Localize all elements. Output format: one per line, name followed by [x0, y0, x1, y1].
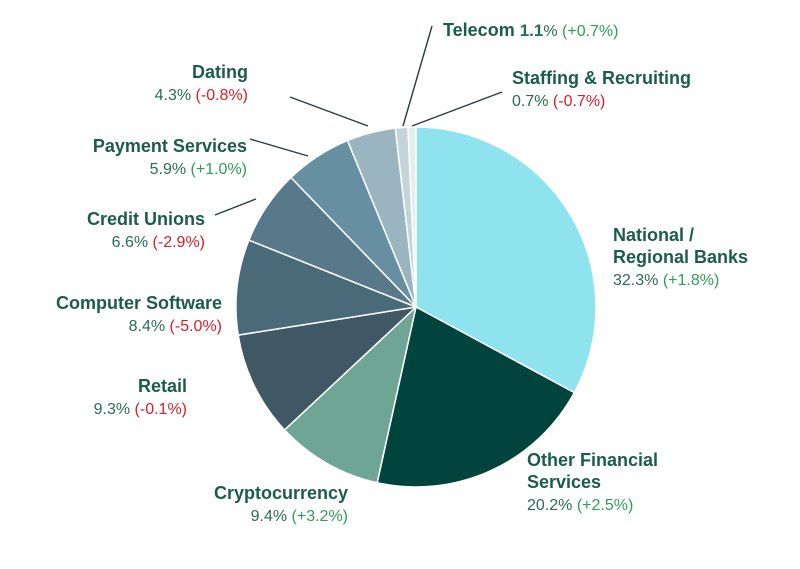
slice-change: (+0.7%)	[562, 23, 618, 40]
slice-change: (+2.5%)	[577, 497, 633, 514]
pie-slice-other-financial-services	[376, 305, 576, 488]
slice-label-payment-services: Payment Services 5.9% (+1.0%)	[93, 136, 247, 178]
slice-name: Cryptocurrency	[214, 483, 348, 503]
slice-name: National /	[613, 225, 694, 245]
slice-label-staffing-recruiting: Staffing & Recruiting 0.7% (-0.7%)	[512, 68, 691, 110]
slice-change: (+1.0%)	[191, 161, 247, 178]
slice-label-telecom: Telecom 1.1% (+0.7%)	[443, 20, 618, 40]
slice-value-line: 9.4% (+3.2%)	[251, 508, 348, 525]
slice-value: 9.4%	[251, 508, 292, 525]
slice-change: (+3.2%)	[292, 508, 348, 525]
slice-value: 1.1	[520, 21, 544, 40]
slice-value: 32.3%	[613, 272, 663, 289]
slice-name: Staffing & Recruiting	[512, 68, 691, 88]
slice-name: Retail	[138, 376, 187, 396]
pie-slices	[235, 126, 597, 488]
slice-value: 20.2%	[527, 497, 577, 514]
slice-value-line: 6.6% (-2.9%)	[112, 234, 205, 251]
slice-value-line: 5.9% (+1.0%)	[150, 161, 247, 178]
slice-name: Telecom	[443, 20, 520, 40]
slice-value-unit: %	[543, 23, 562, 40]
leader-line-telecom	[402, 25, 433, 127]
slice-label-national-regional-banks: National /Regional Banks 32.3% (+1.8%)	[613, 225, 748, 289]
slice-label-computer-software: Computer Software 8.4% (-5.0%)	[56, 293, 222, 335]
leader-line-dating	[289, 96, 369, 127]
slice-name: Other Financial	[527, 450, 658, 470]
slice-label-credit-unions: Credit Unions 6.6% (-2.9%)	[87, 209, 205, 251]
slice-value-line: 8.4% (-5.0%)	[129, 318, 222, 335]
slice-name: Services	[527, 472, 601, 492]
slice-change: (-0.1%)	[135, 401, 187, 418]
slice-value: 6.6%	[112, 234, 153, 251]
pie-slice-retail	[237, 305, 419, 431]
pie-slice-national-regional-banks	[415, 126, 597, 394]
leader-line-staffing-recruiting	[411, 91, 503, 127]
slice-value: 8.4%	[129, 318, 170, 335]
slice-value: 9.3%	[94, 401, 135, 418]
slice-value: 0.7%	[512, 93, 553, 110]
slice-change: (-2.9%)	[153, 234, 205, 251]
pie-slice-computer-software	[235, 239, 419, 336]
slice-label-line: Telecom 1.1% (+0.7%)	[443, 20, 618, 40]
pie-slice-staffing-recruiting	[407, 126, 417, 308]
slice-change: (+1.8%)	[663, 272, 719, 289]
slice-value-line: 0.7% (-0.7%)	[512, 93, 605, 110]
slice-value: 4.3%	[155, 87, 196, 104]
leader-line-credit-unions	[214, 198, 257, 216]
slice-name: Credit Unions	[87, 209, 205, 229]
slice-name: Computer Software	[56, 293, 222, 313]
leader-lines	[214, 25, 503, 216]
slice-value-line: 4.3% (-0.8%)	[155, 87, 248, 104]
leader-line-payment-services	[249, 138, 309, 157]
slice-change: (-5.0%)	[170, 318, 222, 335]
slice-label-dating: Dating 4.3% (-0.8%)	[155, 62, 248, 104]
slice-change: (-0.8%)	[196, 87, 248, 104]
slice-name: Dating	[192, 62, 248, 82]
slice-name: Payment Services	[93, 136, 247, 156]
slice-value-line: 32.3% (+1.8%)	[613, 272, 719, 289]
slice-value-line: 9.3% (-0.1%)	[94, 401, 187, 418]
slice-label-cryptocurrency: Cryptocurrency 9.4% (+3.2%)	[214, 483, 348, 525]
slice-change: (-0.7%)	[553, 93, 605, 110]
slice-labels: National /Regional Banks 32.3% (+1.8%) Oth…	[56, 20, 748, 525]
slice-value: 5.9%	[150, 161, 191, 178]
slice-name: Regional Banks	[613, 247, 748, 267]
slice-value-line: 20.2% (+2.5%)	[527, 497, 633, 514]
pie-slice-cryptocurrency	[283, 304, 418, 484]
